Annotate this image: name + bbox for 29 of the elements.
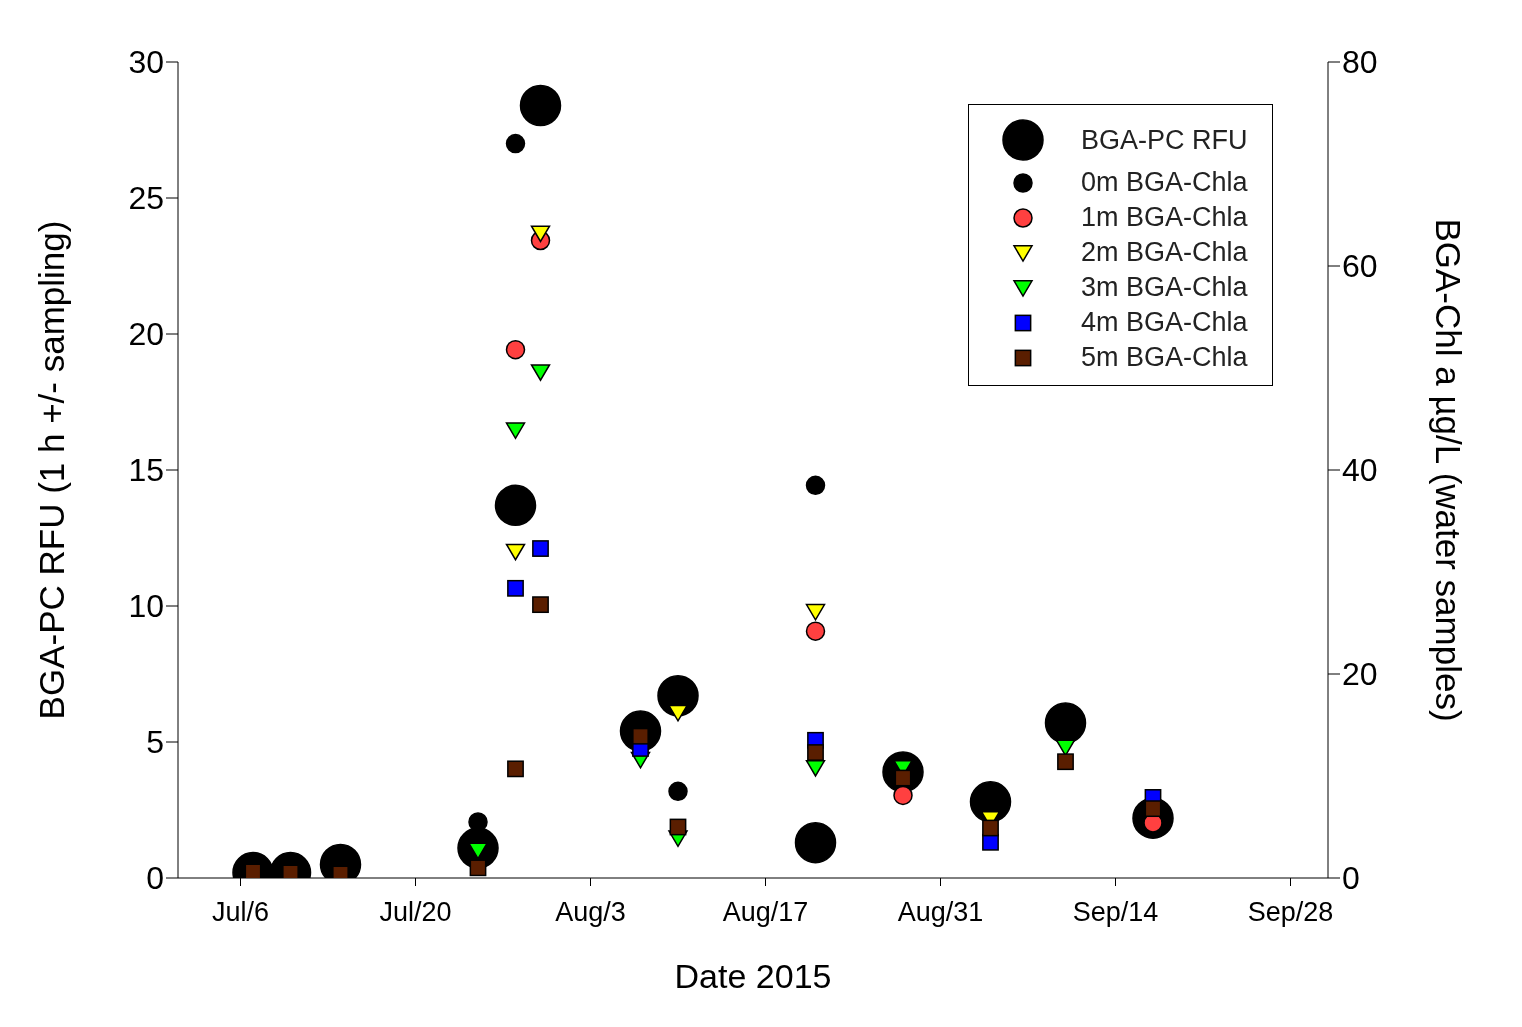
y-tick-label: 25	[128, 180, 164, 217]
x-tick-label: Sep/14	[1072, 897, 1159, 928]
x-tick-label: Aug/17	[722, 897, 809, 928]
y2-tick-label: 40	[1342, 452, 1378, 489]
y-tick-label: 5	[146, 724, 164, 761]
x-tick-label: Jul/6	[211, 897, 270, 928]
y2-tick-label: 60	[1342, 248, 1378, 285]
y-tick-label: 0	[146, 860, 164, 897]
legend-label: 3m BGA-Chla	[1081, 272, 1248, 303]
y2-tick-label: 0	[1342, 860, 1360, 897]
legend-label: 2m BGA-Chla	[1081, 237, 1248, 268]
x-tick-label: Sep/28	[1247, 897, 1334, 928]
y2-tick-label: 20	[1342, 656, 1378, 693]
legend-label: 0m BGA-Chla	[1081, 167, 1248, 198]
y-axis-title: BGA-PC RFU (1 h +/- sampling)	[32, 220, 72, 720]
y-tick-label: 15	[128, 452, 164, 489]
legend-label: 5m BGA-Chla	[1081, 342, 1248, 373]
y-tick-label: 20	[128, 316, 164, 353]
legend-label: BGA-PC RFU	[1081, 124, 1248, 156]
x-tick-label: Aug/3	[555, 897, 626, 928]
legend-label: 1m BGA-Chla	[1081, 202, 1248, 233]
x-axis-title: Date 2015	[674, 957, 832, 995]
y2-axis-title: BGA-Chl a µg/L (water samples)	[1428, 218, 1468, 722]
y-tick-label: 10	[128, 588, 164, 625]
y-tick-label: 30	[128, 44, 164, 81]
y2-tick-label: 80	[1342, 44, 1378, 81]
legend-label: 4m BGA-Chla	[1081, 307, 1248, 338]
x-tick-label: Jul/20	[379, 897, 452, 928]
x-tick-label: Aug/31	[897, 897, 984, 928]
